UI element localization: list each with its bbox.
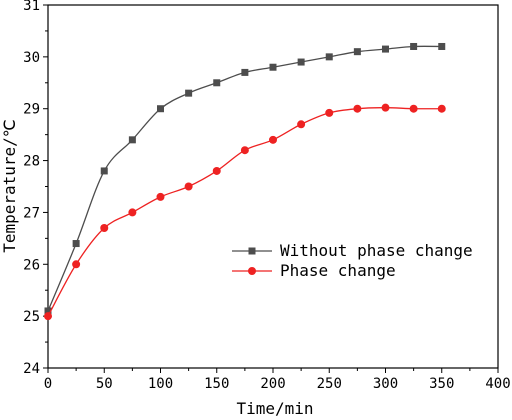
data-point bbox=[241, 68, 249, 76]
x-tick-label: 300 bbox=[373, 376, 398, 392]
data-point bbox=[382, 45, 389, 53]
series-1 bbox=[44, 42, 446, 315]
data-point bbox=[240, 146, 249, 155]
axes: 0 50 100 150 200 250 300 350 400 24 25 26 27 28 29 30 31 bbox=[23, 0, 511, 392]
data-point bbox=[437, 104, 446, 113]
x-tick-label: 100 bbox=[148, 376, 173, 392]
data-point bbox=[269, 135, 277, 144]
y-tick-label: 24 bbox=[23, 361, 40, 377]
series-line bbox=[47, 107, 442, 317]
data-point bbox=[100, 167, 108, 175]
data-point bbox=[128, 136, 136, 144]
data-point bbox=[185, 89, 193, 97]
data-point bbox=[156, 192, 165, 201]
y-tick-label: 29 bbox=[23, 102, 40, 118]
data-point bbox=[438, 42, 446, 50]
x-tick-label: 400 bbox=[485, 376, 510, 392]
data-point bbox=[44, 312, 52, 321]
plot-frame bbox=[47, 4, 499, 369]
legend-marker bbox=[248, 267, 256, 275]
y-tick-label: 28 bbox=[23, 154, 40, 170]
data-point bbox=[409, 104, 418, 113]
y-tick-label: 27 bbox=[23, 205, 40, 221]
series-2 bbox=[44, 103, 446, 321]
data-point bbox=[184, 182, 193, 191]
data-point bbox=[72, 240, 80, 248]
data-point bbox=[325, 53, 333, 61]
x-tick-label: 50 bbox=[96, 376, 113, 392]
data-point bbox=[381, 103, 390, 112]
x-tick-label: 0 bbox=[44, 376, 52, 392]
legend-marker bbox=[248, 247, 256, 255]
y-tick-label: 26 bbox=[23, 257, 40, 273]
legend-item: Phase change bbox=[232, 261, 396, 280]
data-point bbox=[297, 120, 306, 129]
data-point bbox=[72, 260, 81, 269]
data-point bbox=[44, 307, 52, 315]
data-point bbox=[212, 166, 221, 175]
series-layer bbox=[44, 42, 446, 321]
data-point bbox=[157, 105, 164, 113]
data-point bbox=[297, 58, 305, 66]
data-point bbox=[325, 108, 334, 117]
y-axis-title: Temperature/℃ bbox=[0, 119, 19, 253]
legend-label: Phase change bbox=[280, 261, 396, 280]
y-tick-label: 25 bbox=[23, 309, 40, 325]
data-point bbox=[213, 79, 221, 87]
x-tick-label: 250 bbox=[317, 376, 342, 392]
x-tick-label: 150 bbox=[204, 376, 229, 392]
data-point bbox=[353, 104, 362, 113]
y-tick-label: 30 bbox=[23, 50, 40, 66]
data-point bbox=[128, 208, 137, 217]
x-tick-label: 350 bbox=[429, 376, 454, 392]
x-tick-label: 200 bbox=[260, 376, 285, 392]
data-point bbox=[269, 63, 277, 71]
x-axis-title: Time/min bbox=[236, 399, 313, 418]
legend-item: Without phase change bbox=[232, 241, 473, 260]
legend-label: Without phase change bbox=[280, 241, 473, 260]
data-point bbox=[100, 223, 109, 232]
data-point bbox=[353, 48, 361, 56]
data-point bbox=[410, 42, 418, 50]
y-tick-label: 31 bbox=[23, 0, 40, 14]
